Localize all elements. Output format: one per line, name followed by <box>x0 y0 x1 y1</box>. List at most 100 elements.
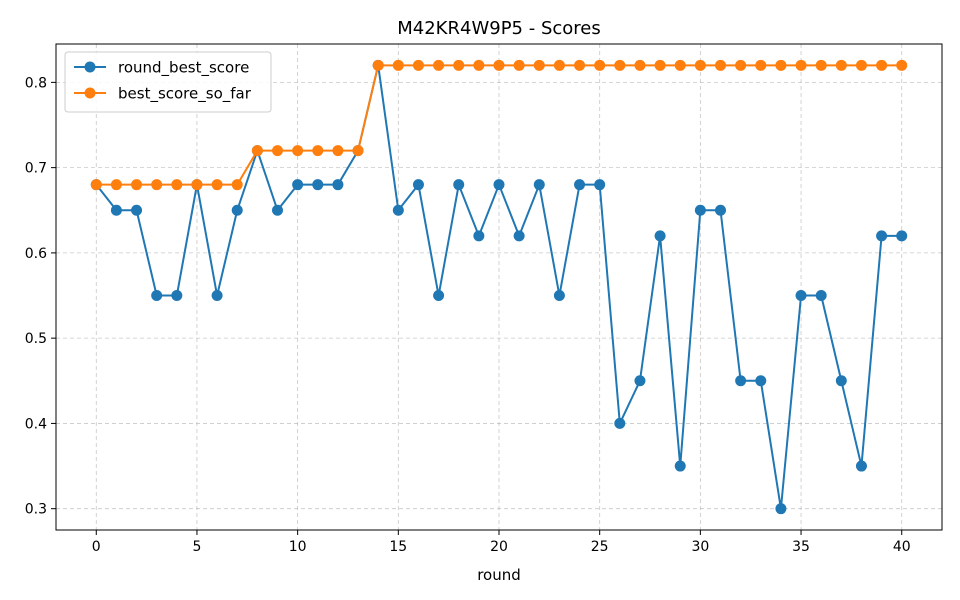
data-point-round-best-score <box>855 460 867 472</box>
x-tick-label: 25 <box>591 539 609 555</box>
y-tick-label: 0.7 <box>25 161 47 177</box>
data-point-best-score-so-far <box>493 59 505 71</box>
data-point-round-best-score <box>171 290 183 302</box>
data-point-best-score-so-far <box>614 59 626 71</box>
data-point-best-score-so-far <box>292 145 304 157</box>
data-point-round-best-score <box>231 204 243 216</box>
data-point-round-best-score <box>634 375 646 387</box>
legend-marker-best-so-far <box>84 87 96 99</box>
data-point-best-score-so-far <box>211 179 223 191</box>
data-point-round-best-score <box>151 290 163 302</box>
data-point-round-best-score <box>272 204 283 216</box>
data-point-best-score-so-far <box>674 59 686 71</box>
data-point-round-best-score <box>654 230 666 242</box>
data-point-round-best-score <box>835 375 847 387</box>
y-tick-label: 0.6 <box>25 246 47 262</box>
data-point-best-score-so-far <box>574 59 586 71</box>
data-point-round-best-score <box>412 179 424 191</box>
data-point-best-score-so-far <box>90 179 102 191</box>
y-tick-label: 0.3 <box>25 502 47 518</box>
data-point-round-best-score <box>755 375 767 387</box>
data-point-best-score-so-far <box>594 59 606 71</box>
data-point-round-best-score <box>110 204 122 216</box>
y-tick-label: 0.8 <box>25 75 47 91</box>
data-point-best-score-so-far <box>231 179 243 191</box>
data-point-best-score-so-far <box>131 179 143 191</box>
x-tick-label: 30 <box>691 539 709 555</box>
data-point-best-score-so-far <box>775 59 787 71</box>
data-point-best-score-so-far <box>634 59 646 71</box>
data-point-best-score-so-far <box>312 145 324 157</box>
data-point-best-score-so-far <box>151 179 163 191</box>
data-point-best-score-so-far <box>815 59 827 71</box>
legend-box <box>64 51 272 113</box>
data-point-round-best-score <box>211 290 223 302</box>
data-point-round-best-score <box>392 204 404 216</box>
data-point-best-score-so-far <box>352 145 364 157</box>
data-point-best-score-so-far <box>513 59 525 71</box>
data-point-best-score-so-far <box>453 59 465 71</box>
y-tick-label: 0.5 <box>25 331 47 347</box>
data-point-round-best-score <box>896 230 908 242</box>
data-point-round-best-score <box>473 230 485 242</box>
data-point-best-score-so-far <box>896 59 908 71</box>
data-point-round-best-score <box>795 290 807 302</box>
data-point-best-score-so-far <box>755 59 767 71</box>
data-point-best-score-so-far <box>473 59 485 71</box>
series-layer <box>90 59 908 515</box>
data-point-round-best-score <box>131 204 143 216</box>
data-point-best-score-so-far <box>433 59 445 71</box>
x-tick-label: 5 <box>192 539 201 555</box>
data-point-round-best-score <box>513 230 525 242</box>
data-point-best-score-so-far <box>694 59 706 71</box>
x-axis-title: round <box>477 566 521 584</box>
data-point-round-best-score <box>312 179 324 191</box>
data-point-best-score-so-far <box>654 59 666 71</box>
x-tick-label: 20 <box>490 539 508 555</box>
data-point-best-score-so-far <box>251 145 263 157</box>
data-point-best-score-so-far <box>835 59 847 71</box>
legend-label-round-best: round_best_score <box>118 59 249 78</box>
data-point-round-best-score <box>815 290 827 302</box>
data-point-round-best-score <box>594 179 606 191</box>
data-point-round-best-score <box>574 179 586 191</box>
legend-label-best-so-far: best_score_so_far <box>118 85 252 104</box>
data-point-best-score-so-far <box>392 59 404 71</box>
x-tick-label: 15 <box>389 539 407 555</box>
data-point-round-best-score <box>332 179 344 191</box>
data-point-round-best-score <box>735 375 747 387</box>
grid <box>56 44 942 530</box>
data-point-round-best-score <box>533 179 545 191</box>
x-tick-label: 0 <box>92 539 101 555</box>
axis-ticks: 0 5 10 15 20 25 30 35 40 0.3 0.4 0.5 0.6 0.7 0.8 <box>25 75 911 555</box>
data-point-round-best-score <box>775 503 787 515</box>
data-point-best-score-so-far <box>533 59 545 71</box>
data-point-best-score-so-far <box>171 179 183 191</box>
data-point-round-best-score <box>292 179 304 191</box>
data-point-best-score-so-far <box>553 59 565 71</box>
data-point-best-score-so-far <box>272 145 283 157</box>
data-point-round-best-score <box>694 204 706 216</box>
data-point-round-best-score <box>674 460 686 472</box>
data-point-round-best-score <box>493 179 505 191</box>
data-point-best-score-so-far <box>735 59 747 71</box>
data-point-best-score-so-far <box>372 59 384 71</box>
data-point-round-best-score <box>715 204 726 216</box>
data-point-best-score-so-far <box>715 59 726 71</box>
x-tick-label: 40 <box>893 539 911 555</box>
data-point-best-score-so-far <box>412 59 424 71</box>
y-tick-label: 0.4 <box>25 416 47 432</box>
legend: round_best_score best_score_so_far <box>64 51 272 113</box>
x-tick-label: 35 <box>792 539 810 555</box>
chart-title: M42KR4W9P5 - Scores <box>397 18 600 39</box>
data-point-best-score-so-far <box>191 179 203 191</box>
data-point-best-score-so-far <box>332 145 344 157</box>
legend-marker-round-best <box>84 61 96 73</box>
data-point-round-best-score <box>453 179 465 191</box>
data-point-round-best-score <box>876 230 888 242</box>
data-point-best-score-so-far <box>795 59 807 71</box>
x-tick-label: 10 <box>289 539 307 555</box>
data-point-best-score-so-far <box>855 59 867 71</box>
